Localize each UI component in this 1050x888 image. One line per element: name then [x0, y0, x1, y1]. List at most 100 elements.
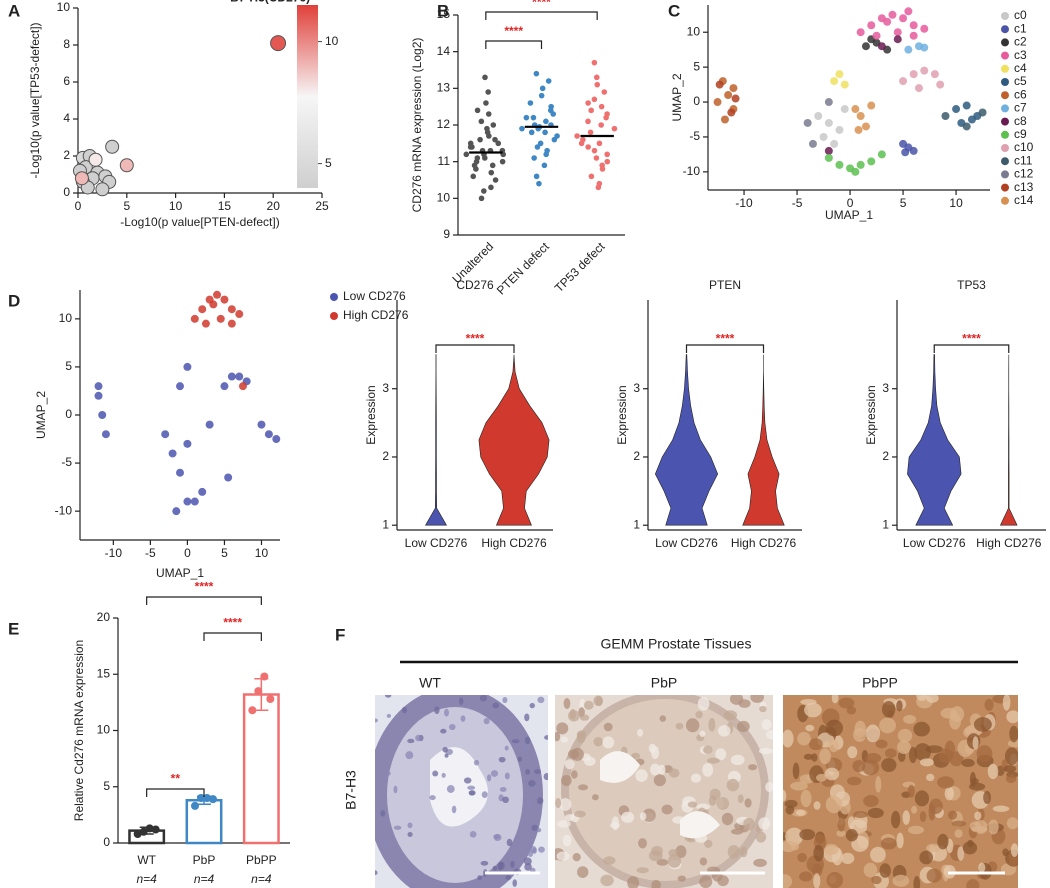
y-tick-label: 2	[382, 449, 389, 463]
tissue-cell	[838, 697, 855, 709]
tissue-cell	[987, 763, 999, 780]
tissue-cell	[914, 790, 930, 807]
tissue-cell	[538, 846, 545, 853]
point	[904, 7, 913, 16]
tissue-cell	[512, 879, 518, 887]
point	[888, 10, 897, 19]
tissue-cell	[957, 846, 965, 861]
point	[183, 362, 192, 371]
chart-title: PTEN	[709, 278, 741, 292]
tissue-cell	[556, 820, 571, 828]
tissue-cell	[937, 776, 955, 789]
tissue-cell	[758, 747, 773, 755]
tissue-cell	[783, 789, 787, 802]
tissue-cell	[458, 697, 464, 706]
y-tick-label: 0	[693, 94, 700, 108]
x-tick-label: Low CD276	[405, 536, 468, 550]
point	[603, 114, 609, 121]
tissue-cell	[528, 780, 536, 787]
point	[819, 132, 828, 141]
bar	[242, 693, 280, 845]
tissue-cell	[564, 759, 575, 770]
x-axis-label: UMAP_1	[825, 208, 873, 222]
tissue-cell	[511, 739, 520, 744]
point	[909, 146, 918, 155]
tissue-cell	[415, 734, 422, 742]
significance-bracket	[933, 344, 1010, 353]
tissue-cell	[564, 814, 575, 822]
significance-bracket	[435, 344, 515, 353]
tissue-cell	[983, 790, 992, 805]
legend-label: c10	[1014, 140, 1034, 154]
tissue-cell	[846, 776, 862, 786]
point	[824, 153, 833, 162]
point	[861, 42, 870, 51]
point	[205, 420, 214, 429]
tissue-cell	[845, 828, 858, 842]
point	[596, 140, 603, 147]
significance-bracket	[485, 11, 598, 20]
x-tick-label: 20	[267, 199, 281, 213]
point	[814, 112, 823, 120]
point	[533, 173, 540, 180]
point	[213, 290, 222, 299]
point	[545, 78, 552, 84]
tissue-cell	[525, 769, 531, 775]
legend-marker	[1001, 51, 1009, 60]
panel-letter: F	[335, 625, 345, 644]
tissue-cell	[690, 773, 702, 783]
tissue-cell	[828, 739, 839, 753]
point	[851, 167, 860, 176]
panel-letter: C	[668, 1, 680, 20]
tissue-cell	[577, 866, 589, 878]
violin	[654, 354, 719, 526]
colorbar-tick-label: 10	[325, 34, 339, 48]
point	[893, 28, 902, 37]
significance-label: ****	[223, 615, 242, 629]
tissue-cell	[919, 811, 927, 823]
tissue-cell	[591, 794, 599, 801]
tissue-cell	[429, 795, 436, 801]
point	[604, 151, 610, 158]
point	[198, 487, 207, 496]
legend-label: c11	[1014, 153, 1033, 167]
point	[867, 157, 876, 166]
y-tick-label: 3	[382, 381, 389, 395]
tissue-cell	[543, 773, 548, 781]
legend-marker	[1001, 104, 1009, 113]
tissue-cell	[627, 876, 640, 888]
legend-marker	[330, 312, 338, 320]
tissue-cell	[537, 797, 544, 805]
point	[574, 133, 580, 139]
point	[176, 468, 184, 477]
point	[536, 180, 542, 187]
point	[883, 17, 892, 26]
tissue-cell	[481, 791, 488, 799]
tissue-cell	[853, 811, 869, 819]
tissue-cell	[446, 785, 455, 793]
panel-f: F GEMM Prostate Tissues WT PbP PbPP B7-H…	[335, 625, 1018, 888]
y-tick-label: 2	[882, 449, 889, 463]
tissue-cell	[721, 812, 734, 826]
point	[534, 144, 541, 150]
tissue-cell	[974, 811, 982, 820]
point	[936, 80, 945, 89]
point	[542, 129, 548, 136]
point	[528, 129, 535, 136]
point	[909, 31, 918, 40]
tissue-cell	[405, 751, 414, 760]
tissue-cell	[954, 829, 963, 838]
tissue-cell	[971, 825, 988, 833]
tissue-cell	[502, 796, 509, 804]
tissue-cell	[723, 710, 738, 721]
x-tick-label: 15	[218, 199, 232, 213]
tissue-cell	[534, 769, 541, 775]
tissue-cell	[799, 829, 816, 841]
legend-marker	[1001, 91, 1009, 100]
tissue-cell	[668, 768, 680, 778]
tissue-cell	[375, 870, 378, 876]
tissue-cell	[502, 716, 508, 724]
tissue-cell	[380, 840, 388, 847]
y-tick-label: 2	[63, 148, 70, 162]
tissue-cell	[937, 833, 949, 850]
